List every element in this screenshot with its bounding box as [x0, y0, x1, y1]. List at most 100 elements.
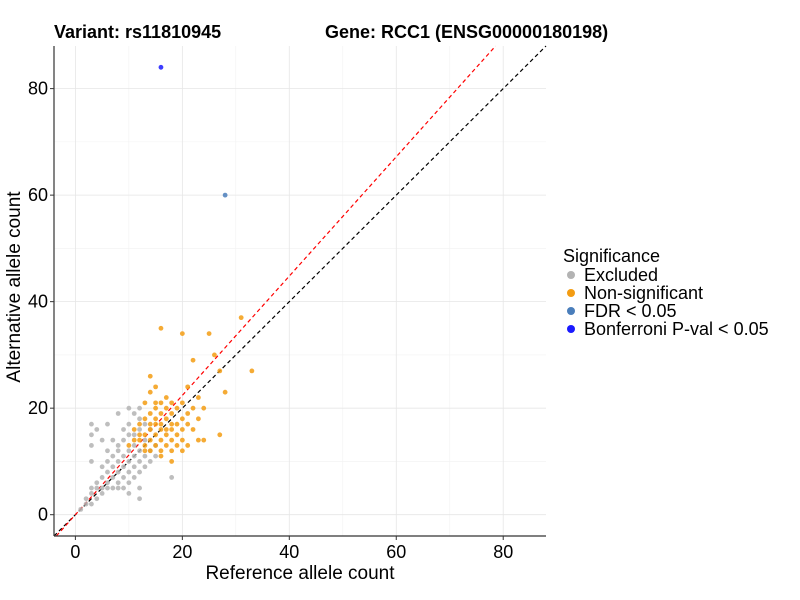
data-point-excluded — [137, 469, 142, 475]
data-point-non-significant — [142, 443, 148, 448]
data-point-non-significant — [169, 427, 175, 432]
data-point-non-significant — [142, 448, 148, 454]
data-point-excluded — [126, 448, 132, 454]
data-point-non-significant — [169, 448, 175, 454]
data-point-non-significant — [169, 411, 175, 416]
data-point-excluded — [142, 464, 148, 470]
data-point-non-significant — [158, 411, 164, 416]
data-point-non-significant — [238, 315, 244, 321]
data-point-excluded — [89, 432, 94, 438]
y-axis-title: Alternative allele count — [4, 191, 25, 383]
legend-key — [567, 307, 575, 315]
data-point-non-significant — [195, 437, 201, 443]
data-point-excluded — [121, 453, 126, 459]
data-point-non-significant — [174, 432, 180, 438]
data-point-excluded — [137, 496, 142, 502]
data-point-non-significant — [158, 437, 164, 443]
tick-marks: 0 20 40 60 80 0 20 40 60 80 — [28, 79, 513, 562]
data-point-excluded — [89, 443, 94, 448]
data-point-excluded — [137, 485, 142, 491]
data-point-non-significant — [169, 421, 175, 427]
data-point-excluded — [105, 485, 110, 491]
data-point-excluded — [126, 459, 132, 464]
data-point-excluded — [89, 501, 94, 507]
x-tick-label: 20 — [172, 542, 192, 562]
data-point-non-significant — [153, 421, 159, 427]
data-point-non-significant — [174, 405, 180, 411]
data-point-non-significant — [185, 384, 191, 390]
data-point-non-significant — [163, 443, 169, 448]
data-point-non-significant — [169, 400, 175, 406]
data-point-excluded — [110, 475, 116, 480]
data-point-fdr-0-05 — [222, 192, 228, 198]
data-point-excluded — [131, 432, 137, 438]
data-point-excluded — [89, 459, 94, 464]
data-point-non-significant — [142, 432, 148, 438]
data-point-non-significant — [142, 400, 148, 406]
data-point-excluded — [110, 464, 116, 470]
data-point-non-significant — [137, 421, 142, 427]
chart-title-gene: Gene: RCC1 (ENSG00000180198) — [325, 22, 608, 42]
data-point-excluded — [137, 416, 142, 422]
data-point-excluded — [137, 448, 142, 454]
data-point-non-significant — [137, 437, 142, 443]
data-point-non-significant — [179, 331, 185, 337]
data-point-non-significant — [179, 427, 185, 432]
data-point-non-significant — [158, 325, 164, 331]
data-point-excluded — [121, 464, 126, 470]
data-point-non-significant — [179, 400, 185, 406]
data-point-non-significant — [185, 443, 191, 448]
legend-label: FDR < 0.05 — [584, 301, 677, 321]
data-point-non-significant — [147, 421, 153, 427]
data-point-excluded — [105, 448, 110, 454]
data-point-non-significant — [249, 368, 255, 374]
chart-title-variant: Variant: rs11810945 — [54, 22, 221, 42]
data-point-non-significant — [179, 437, 185, 443]
data-point-non-significant — [190, 357, 196, 363]
data-point-excluded — [121, 475, 126, 480]
y-tick-label: 60 — [28, 185, 48, 205]
data-point-non-significant — [163, 405, 169, 411]
data-point-non-significant — [153, 416, 159, 422]
data-point-non-significant — [158, 453, 164, 459]
legend-label: Bonferroni P-val < 0.05 — [584, 319, 769, 339]
data-point-non-significant — [169, 437, 175, 443]
legend-title: Significance — [563, 246, 660, 266]
legend: Significance ExcludedNon-significantFDR … — [563, 246, 769, 339]
data-point-excluded — [126, 480, 132, 486]
data-point-excluded — [115, 485, 121, 491]
data-point-non-significant — [190, 405, 196, 411]
data-point-excluded — [99, 464, 105, 470]
data-point-excluded — [169, 475, 175, 480]
data-point-excluded — [110, 485, 116, 491]
data-point-non-significant — [179, 416, 185, 422]
x-axis-title: Reference allele count — [205, 563, 395, 584]
legend-key — [567, 325, 575, 333]
data-point-excluded — [105, 459, 110, 464]
data-point-non-significant — [195, 416, 201, 422]
data-point-excluded — [131, 411, 137, 416]
data-point-excluded — [94, 480, 100, 486]
data-point-excluded — [153, 453, 159, 459]
data-point-excluded — [83, 501, 89, 507]
data-point-excluded — [115, 411, 121, 416]
data-point-excluded — [99, 490, 105, 496]
x-tick-label: 0 — [70, 542, 80, 562]
data-point-non-significant — [137, 432, 142, 438]
data-point-non-significant — [212, 352, 217, 358]
data-point-excluded — [121, 485, 126, 491]
data-point-excluded — [126, 490, 132, 496]
data-point-excluded — [142, 453, 148, 459]
data-points — [78, 64, 255, 512]
data-point-non-significant — [174, 443, 180, 448]
data-point-excluded — [131, 475, 137, 480]
data-point-excluded — [126, 469, 132, 475]
data-point-excluded — [99, 485, 105, 491]
data-point-excluded — [105, 469, 110, 475]
data-point-excluded — [142, 437, 148, 443]
data-point-excluded — [121, 437, 126, 443]
data-point-excluded — [89, 490, 94, 496]
data-point-non-significant — [195, 395, 201, 400]
data-point-excluded — [147, 459, 153, 464]
